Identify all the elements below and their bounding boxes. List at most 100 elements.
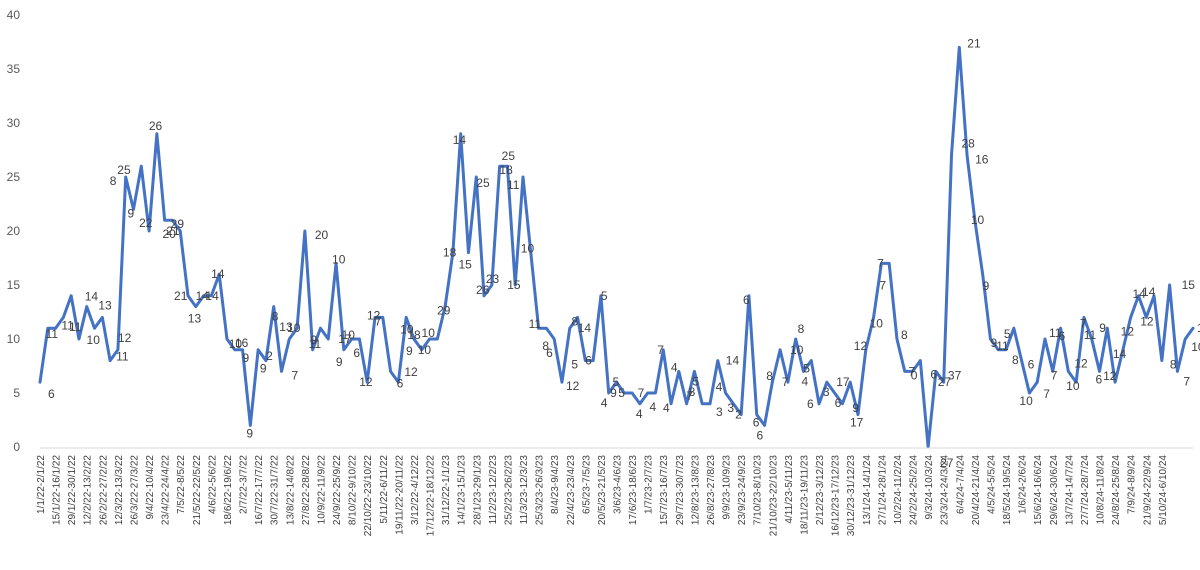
data-label: 14 (578, 321, 592, 335)
x-tick-label: 26/8/23-27/8/23 (706, 455, 717, 525)
data-point (1051, 370, 1054, 373)
data-point (490, 283, 494, 287)
x-tick-label: 12/3/22-13/3/22 (114, 455, 125, 525)
data-label: 21 (174, 289, 188, 303)
data-label: 6 (835, 396, 842, 410)
data-point (1082, 316, 1086, 319)
data-label: 11 (69, 320, 82, 334)
x-tick-label: 15/7/23-16/7/23 (659, 455, 670, 525)
data-label: 5 (1004, 327, 1011, 341)
data-label: 4 (801, 374, 808, 388)
data-point (1012, 327, 1016, 330)
data-label: 18 (407, 328, 421, 342)
x-tick-label: 26/3/22-27/3/22 (129, 455, 140, 525)
data-label: 7 (686, 389, 693, 403)
data-point (739, 413, 743, 416)
data-label: 6 (1059, 329, 1066, 343)
x-tick-label: 6/4/24-7/4/24 (955, 455, 966, 514)
x-tick-label: 23/4/22-24/4/22 (161, 455, 172, 525)
data-point (864, 348, 867, 351)
x-tick-label: 13/1/24-14/1/24 (862, 455, 873, 525)
data-label: 14 (453, 133, 467, 147)
x-axis: 1/1/22-2/1/22 15/1/22-16/1/22 29/1/22-30/1… (36, 447, 1193, 536)
data-label: 5 (692, 374, 699, 388)
data-point (108, 359, 112, 362)
data-point (155, 132, 159, 135)
data-label: 4 (649, 400, 656, 414)
data-point (677, 370, 681, 373)
data-point (311, 348, 314, 351)
data-point (623, 391, 626, 395)
data-label: 9 (310, 333, 317, 347)
data-label: 10 (422, 326, 436, 340)
x-tick-label: 9/3/24-10/3/24 (924, 455, 935, 520)
data-point (373, 316, 377, 319)
data-point (1090, 337, 1093, 341)
data-point (272, 305, 275, 308)
data-point (880, 262, 883, 265)
data-label: 11 (46, 327, 59, 341)
data-label: 8 (1012, 353, 1019, 367)
data-point (46, 327, 49, 330)
data-label: 6 (1028, 358, 1035, 372)
y-tick-label: 30 (7, 116, 21, 130)
data-point (584, 359, 587, 362)
data-point (1121, 348, 1125, 351)
data-label: 8 (798, 322, 805, 336)
data-point (101, 316, 104, 319)
x-tick-label: 20/5/23-21/5/23 (597, 455, 608, 525)
x-tick-label: 12/2/22-13/2/22 (83, 455, 94, 525)
data-point (1160, 359, 1164, 362)
data-label: 14 (211, 267, 225, 281)
data-label: 14 (726, 354, 740, 368)
data-label: 14 (85, 290, 99, 304)
data-point (475, 175, 478, 179)
x-tick-label: 10/8/24-11/8/24 (1096, 455, 1107, 525)
data-point (763, 424, 766, 427)
data-label: 13 (279, 320, 293, 334)
data-point (295, 327, 299, 330)
data-label: 11 (529, 317, 542, 331)
data-label: 10 (790, 343, 804, 357)
data-point (186, 294, 190, 297)
data-point (62, 316, 65, 319)
y-tick-label: 35 (7, 62, 21, 76)
data-point (1184, 337, 1187, 341)
x-tick-label: 17/6/23-18/6/23 (628, 455, 639, 525)
data-label: 11 (1197, 321, 1200, 335)
x-tick-label: 29/7/23-30/7/23 (675, 455, 686, 525)
data-point (545, 327, 548, 330)
data-point (529, 251, 533, 254)
x-tick-label: 27/8/22-28/8/22 (301, 455, 312, 525)
data-label: 9 (1099, 321, 1106, 335)
data-label: 15 (507, 278, 521, 292)
data-point (662, 348, 665, 351)
data-point (1106, 327, 1109, 330)
data-point (436, 337, 439, 341)
data-point (552, 337, 556, 341)
y-tick-label: 15 (7, 278, 21, 292)
data-label: 14 (1113, 347, 1127, 361)
data-point (443, 305, 447, 308)
data-point (241, 348, 244, 351)
data-point (1098, 370, 1101, 373)
data-label: 29 (171, 217, 185, 231)
data-label: 10 (1019, 394, 1033, 408)
x-tick-label: 27/7/24-28/7/24 (1080, 455, 1091, 525)
data-point (334, 262, 338, 265)
data-point (973, 219, 977, 222)
data-label: 4 (716, 380, 723, 394)
x-tick-label: 9/9/23-10/9/23 (722, 455, 733, 520)
data-point (1152, 294, 1156, 297)
data-point (327, 337, 330, 341)
data-point (132, 208, 135, 211)
data-point (825, 381, 829, 384)
data-point (319, 327, 322, 330)
data-label: 25 (476, 176, 490, 190)
x-tick-label: 23/3/24-24/3/24 (940, 455, 951, 525)
data-point (420, 348, 423, 351)
data-point (1137, 294, 1140, 297)
data-label: 8 (901, 328, 908, 342)
x-tick-label: 10/2/24-11/2/24 (893, 455, 904, 525)
data-point (202, 294, 205, 297)
